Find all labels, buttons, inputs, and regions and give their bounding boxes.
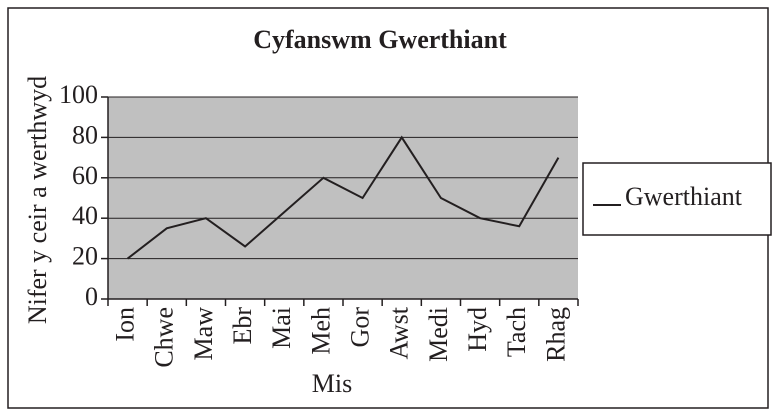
x-tick-label: Gor (346, 307, 375, 348)
y-tick-label: 0 (85, 282, 98, 311)
x-tick-label: Mai (267, 307, 296, 349)
y-tick-label: 80 (72, 120, 98, 149)
x-tick-label: Medi (424, 307, 453, 362)
x-tick-label: Chwe (150, 307, 179, 368)
x-tick-label: Awst (385, 306, 414, 359)
x-axis-label: Mis (312, 369, 352, 398)
line-series (126, 135, 560, 260)
plot-area (108, 97, 578, 299)
x-tick-label: Tach (502, 307, 531, 357)
y-tick-label: 20 (72, 242, 98, 271)
legend-box (582, 162, 772, 236)
x-tick-label: Maw (189, 307, 218, 361)
y-tick-label: 60 (72, 161, 98, 190)
x-tick-label: Rhag (541, 307, 570, 362)
y-axis-label: Nifer y ceir a werthwyd (23, 76, 52, 324)
chart-title: Cyfanswm Gwerthiant (253, 25, 507, 54)
x-tick-label: Meh (306, 307, 335, 355)
y-tick-label: 40 (72, 201, 98, 230)
x-tick-label: Ion (111, 307, 140, 342)
y-tick-label: 100 (59, 80, 98, 109)
x-tick-label: Ebr (228, 307, 257, 345)
x-tick-label: Hyd (463, 307, 492, 352)
legend-label: Gwerthiant (625, 182, 743, 211)
